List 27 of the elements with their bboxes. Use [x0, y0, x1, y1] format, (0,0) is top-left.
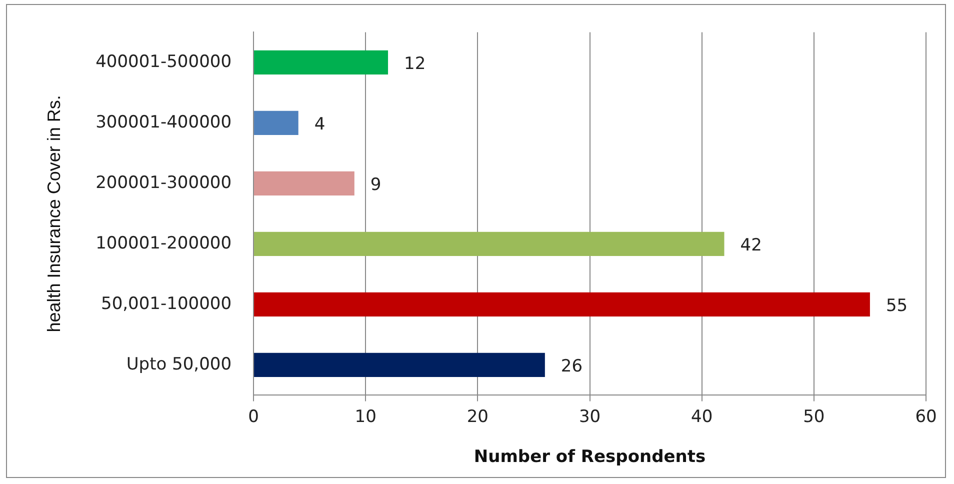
bar [254, 352, 545, 378]
x-tick-label: 10 [354, 406, 376, 427]
data-label: 12 [404, 54, 426, 74]
x-tick-label: 60 [915, 406, 937, 427]
bar [254, 292, 870, 317]
y-tick-label: 400001-500000 [96, 52, 232, 72]
x-axis-title: Number of Respondents [474, 447, 706, 468]
bar [254, 171, 354, 196]
y-axis-title: health Insurance Cover in Rs. [44, 95, 64, 332]
data-label: 4 [314, 114, 326, 134]
data-label: 55 [886, 296, 908, 316]
y-tick-label: 100001-200000 [96, 233, 232, 254]
data-label: 26 [560, 356, 583, 376]
y-tick-label: 200001-300000 [96, 172, 232, 193]
bar [254, 232, 724, 256]
y-tick-label: Upto 50,000 [126, 354, 232, 374]
x-tick-label: 40 [691, 406, 713, 427]
x-tick-label: 50 [803, 406, 825, 427]
data-label: 9 [370, 174, 382, 195]
y-tick-label: 300001-400000 [96, 112, 232, 132]
x-tick-label: 0 [248, 406, 259, 427]
x-tick-label: 30 [578, 406, 601, 427]
bar [254, 50, 388, 75]
y-tick-label: 50,001-100000 [101, 294, 232, 314]
data-label: 42 [740, 235, 762, 256]
bar [254, 110, 298, 136]
x-tick-label: 20 [466, 406, 489, 427]
